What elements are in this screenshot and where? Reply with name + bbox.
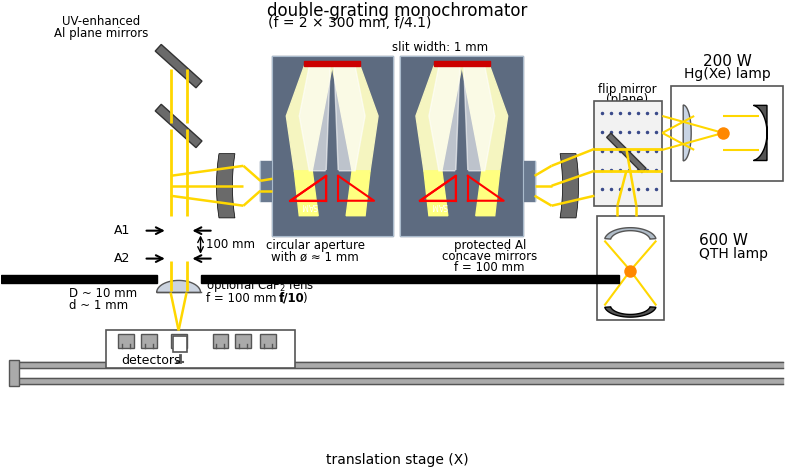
Text: 100 mm: 100 mm (206, 238, 255, 251)
Polygon shape (462, 66, 507, 171)
FancyBboxPatch shape (172, 337, 187, 352)
Polygon shape (346, 171, 370, 216)
Text: translation stage (X): translation stage (X) (326, 453, 468, 467)
Polygon shape (522, 161, 534, 201)
Polygon shape (605, 228, 656, 239)
Polygon shape (295, 171, 318, 216)
Text: concave mirrors: concave mirrors (442, 250, 538, 263)
Text: circular aperture: circular aperture (266, 239, 364, 252)
Polygon shape (272, 56, 393, 236)
FancyBboxPatch shape (260, 334, 276, 348)
Polygon shape (400, 56, 522, 236)
Text: d ~ 1 mm: d ~ 1 mm (69, 299, 128, 312)
Text: SAM: SAM (430, 201, 447, 210)
Polygon shape (683, 105, 692, 161)
Text: baffle: baffle (624, 272, 661, 285)
Polygon shape (754, 105, 767, 160)
Polygon shape (1, 275, 156, 283)
Text: UV-enhanced: UV-enhanced (62, 15, 140, 28)
Text: slit width: 1 mm: slit width: 1 mm (391, 41, 488, 54)
FancyBboxPatch shape (597, 216, 665, 320)
Polygon shape (156, 280, 201, 293)
Polygon shape (334, 66, 365, 171)
Polygon shape (326, 171, 338, 211)
Text: Al plane mirrors: Al plane mirrors (54, 27, 148, 40)
FancyBboxPatch shape (213, 334, 229, 348)
FancyBboxPatch shape (106, 330, 295, 368)
Polygon shape (299, 66, 330, 171)
Polygon shape (424, 171, 448, 216)
Polygon shape (217, 154, 235, 218)
Text: ): ) (303, 292, 307, 305)
FancyBboxPatch shape (671, 86, 783, 181)
Polygon shape (13, 362, 783, 368)
Text: SAM: SAM (301, 201, 318, 210)
Polygon shape (260, 161, 272, 201)
Text: detectors: detectors (121, 354, 180, 367)
Polygon shape (13, 378, 783, 384)
Polygon shape (429, 66, 460, 171)
Text: 200 W: 200 W (703, 54, 752, 68)
Polygon shape (476, 171, 499, 216)
Text: double-grating monochromator: double-grating monochromator (267, 2, 527, 20)
Polygon shape (416, 66, 462, 171)
Text: optional CaF$_2$ lens: optional CaF$_2$ lens (206, 277, 314, 294)
Text: (f = 2 × 300 mm, f/4.1): (f = 2 × 300 mm, f/4.1) (268, 16, 432, 30)
Text: f = 100 mm (: f = 100 mm ( (206, 292, 284, 305)
Text: Hg(Xe) lamp: Hg(Xe) lamp (684, 67, 770, 81)
Text: A1: A1 (114, 224, 131, 237)
Polygon shape (456, 171, 468, 211)
Text: (plane): (plane) (607, 93, 649, 106)
FancyBboxPatch shape (595, 101, 662, 206)
Polygon shape (464, 66, 495, 171)
FancyBboxPatch shape (171, 334, 187, 348)
Polygon shape (560, 154, 579, 218)
Text: f/10: f/10 (279, 292, 304, 305)
Polygon shape (155, 44, 202, 88)
Text: QTH lamp: QTH lamp (700, 246, 768, 261)
Text: f = 100 mm: f = 100 mm (454, 261, 525, 274)
Text: with ø ≈ 1 mm: with ø ≈ 1 mm (272, 250, 359, 263)
FancyBboxPatch shape (118, 334, 133, 348)
Polygon shape (434, 61, 490, 66)
FancyBboxPatch shape (236, 334, 252, 348)
Polygon shape (201, 275, 619, 283)
Polygon shape (605, 307, 656, 317)
Text: D ~ 10 mm: D ~ 10 mm (69, 287, 137, 300)
FancyBboxPatch shape (141, 334, 156, 348)
Text: flip mirror: flip mirror (598, 83, 657, 95)
Polygon shape (9, 360, 19, 386)
Text: protected Al: protected Al (453, 239, 526, 252)
Polygon shape (304, 61, 360, 66)
Polygon shape (332, 66, 378, 171)
Text: 600 W: 600 W (700, 233, 748, 248)
Polygon shape (155, 104, 202, 148)
Text: A2: A2 (114, 252, 131, 265)
Polygon shape (287, 66, 332, 171)
Polygon shape (607, 133, 646, 173)
